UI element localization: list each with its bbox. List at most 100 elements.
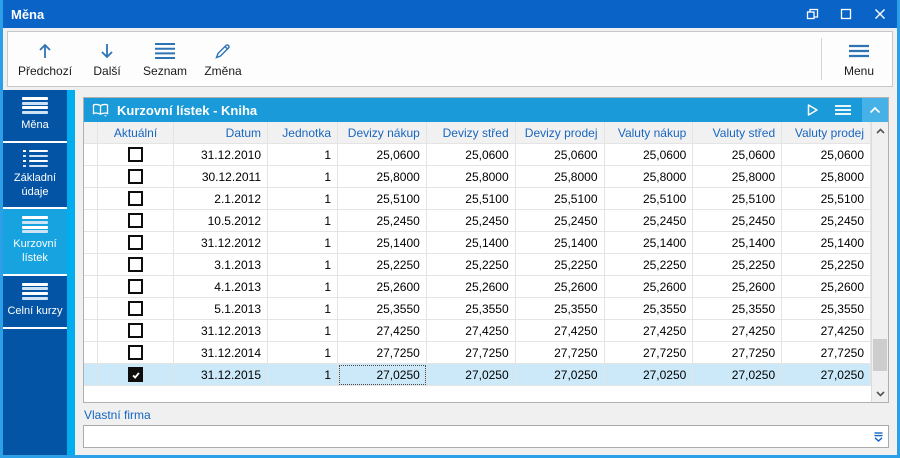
cell-devizy_stred[interactable]: 25,2450 (426, 210, 516, 232)
cell-valuty_prodej[interactable]: 25,5100 (782, 188, 871, 210)
column-header-aktualni[interactable]: Aktuální (98, 122, 174, 144)
cell-devizy_prodej[interactable]: 25,5100 (515, 188, 605, 210)
restore-icon[interactable] (795, 0, 829, 28)
cell-devizy_nakup[interactable]: 25,1400 (338, 232, 427, 254)
cell-devizy_prodej[interactable]: 25,8000 (515, 166, 605, 188)
cell-devizy_nakup[interactable]: 25,5100 (338, 188, 427, 210)
cell-devizy_prodej[interactable]: 25,2600 (515, 276, 605, 298)
cell-valuty_nakup[interactable]: 25,3550 (604, 298, 694, 320)
cell-valuty_nakup[interactable]: 25,2600 (604, 276, 694, 298)
checkbox-unchecked[interactable] (128, 191, 143, 206)
cell-valuty_stred[interactable]: 25,2450 (693, 210, 783, 232)
scroll-up-button[interactable] (872, 122, 888, 139)
scrollbar-thumb[interactable] (873, 339, 887, 371)
cell-datum[interactable]: 5.1.2013 (174, 298, 268, 320)
cell-devizy_nakup[interactable]: 25,2600 (338, 276, 427, 298)
cell-valuty_prodej[interactable]: 25,8000 (782, 166, 871, 188)
cell-aktualni[interactable] (98, 188, 174, 210)
cell-valuty_stred[interactable]: 25,2250 (693, 254, 783, 276)
cell-devizy_stred[interactable]: 25,1400 (426, 232, 516, 254)
sidebar-item-zakladni-udaje[interactable]: Základní údaje (3, 143, 67, 210)
cell-datum[interactable]: 31.12.2012 (174, 232, 268, 254)
cell-valuty_prodej[interactable]: 25,0600 (782, 144, 871, 166)
cell-devizy_stred[interactable]: 25,0600 (426, 144, 516, 166)
cell-aktualni[interactable] (98, 210, 174, 232)
cell-aktualni[interactable] (98, 342, 174, 364)
cell-devizy_nakup[interactable]: 27,0250 (338, 364, 427, 386)
cell-jednotka[interactable]: 1 (268, 276, 338, 298)
row-indicator[interactable] (84, 364, 98, 386)
cell-devizy_stred[interactable]: 25,8000 (426, 166, 516, 188)
cell-aktualni[interactable] (98, 276, 174, 298)
row-indicator[interactable] (84, 210, 98, 232)
row-indicator[interactable] (84, 166, 98, 188)
cell-jednotka[interactable]: 1 (268, 188, 338, 210)
row-indicator[interactable] (84, 298, 98, 320)
checkbox-unchecked[interactable] (128, 345, 143, 360)
sidebar-item-mena[interactable]: Měna (3, 90, 67, 143)
cell-aktualni[interactable] (98, 144, 174, 166)
cell-devizy_nakup[interactable]: 25,3550 (338, 298, 427, 320)
own-company-combobox[interactable] (83, 425, 889, 448)
cell-devizy_stred[interactable]: 27,0250 (426, 364, 516, 386)
cell-datum[interactable]: 10.5.2012 (174, 210, 268, 232)
cell-aktualni[interactable] (98, 298, 174, 320)
row-indicator[interactable] (84, 320, 98, 342)
maximize-icon[interactable] (829, 0, 863, 28)
row-indicator[interactable] (84, 232, 98, 254)
cell-valuty_nakup[interactable]: 25,8000 (604, 166, 694, 188)
cell-devizy_prodej[interactable]: 25,2250 (515, 254, 605, 276)
cell-valuty_prodej[interactable]: 25,1400 (782, 232, 871, 254)
cell-datum[interactable]: 30.12.2011 (174, 166, 268, 188)
column-header-valuty_prodej[interactable]: Valuty prodej (782, 122, 871, 144)
cell-devizy_prodej[interactable]: 25,0600 (515, 144, 605, 166)
cell-valuty_nakup[interactable]: 25,0600 (604, 144, 694, 166)
sidebar-item-celni-kurzy[interactable]: Celní kurzy (3, 276, 67, 329)
cell-valuty_nakup[interactable]: 25,2250 (604, 254, 694, 276)
cell-datum[interactable]: 31.12.2014 (174, 342, 268, 364)
cell-devizy_nakup[interactable]: 25,2450 (338, 210, 427, 232)
cell-devizy_nakup[interactable]: 25,2250 (338, 254, 427, 276)
cell-jednotka[interactable]: 1 (268, 342, 338, 364)
vertical-scrollbar[interactable] (871, 122, 888, 402)
row-indicator[interactable] (84, 144, 98, 166)
checkbox-unchecked[interactable] (128, 235, 143, 250)
cell-datum[interactable]: 31.12.2015 (174, 364, 268, 386)
column-header-valuty_stred[interactable]: Valuty střed (693, 122, 783, 144)
cell-valuty_stred[interactable]: 25,3550 (693, 298, 783, 320)
row-indicator[interactable] (84, 342, 98, 364)
cell-jednotka[interactable]: 1 (268, 144, 338, 166)
cell-jednotka[interactable]: 1 (268, 254, 338, 276)
cell-valuty_nakup[interactable]: 27,4250 (604, 320, 694, 342)
menu-button[interactable]: Menu (830, 34, 888, 84)
cell-datum[interactable]: 31.12.2010 (174, 144, 268, 166)
checkbox-checked[interactable] (128, 367, 143, 382)
cell-valuty_nakup[interactable]: 27,0250 (604, 364, 694, 386)
cell-jednotka[interactable]: 1 (268, 166, 338, 188)
row-indicator[interactable] (84, 188, 98, 210)
row-indicator[interactable] (84, 276, 98, 298)
cell-valuty_nakup[interactable]: 27,7250 (604, 342, 694, 364)
cell-valuty_stred[interactable]: 25,0600 (693, 144, 783, 166)
column-header-devizy_stred[interactable]: Devizy střed (426, 122, 516, 144)
cell-devizy_prodej[interactable]: 27,0250 (515, 364, 605, 386)
cell-aktualni[interactable] (98, 166, 174, 188)
cell-valuty_stred[interactable]: 25,8000 (693, 166, 783, 188)
checkbox-unchecked[interactable] (128, 147, 143, 162)
cell-jednotka[interactable]: 1 (268, 320, 338, 342)
cell-valuty_nakup[interactable]: 25,5100 (604, 188, 694, 210)
checkbox-unchecked[interactable] (128, 301, 143, 316)
combo-dropdown-icon[interactable] (868, 426, 888, 447)
close-icon[interactable] (863, 0, 897, 28)
cell-devizy_stred[interactable]: 25,2250 (426, 254, 516, 276)
column-header-datum[interactable]: Datum (174, 122, 268, 144)
checkbox-unchecked[interactable] (128, 279, 143, 294)
cell-valuty_stred[interactable]: 27,4250 (693, 320, 783, 342)
cell-datum[interactable]: 3.1.2013 (174, 254, 268, 276)
cell-devizy_stred[interactable]: 27,7250 (426, 342, 516, 364)
cell-valuty_stred[interactable]: 27,0250 (693, 364, 783, 386)
column-header-devizy_nakup[interactable]: Devizy nákup (338, 122, 427, 144)
scroll-down-button[interactable] (872, 385, 888, 402)
cell-jednotka[interactable]: 1 (268, 232, 338, 254)
cell-devizy_nakup[interactable]: 25,8000 (338, 166, 427, 188)
